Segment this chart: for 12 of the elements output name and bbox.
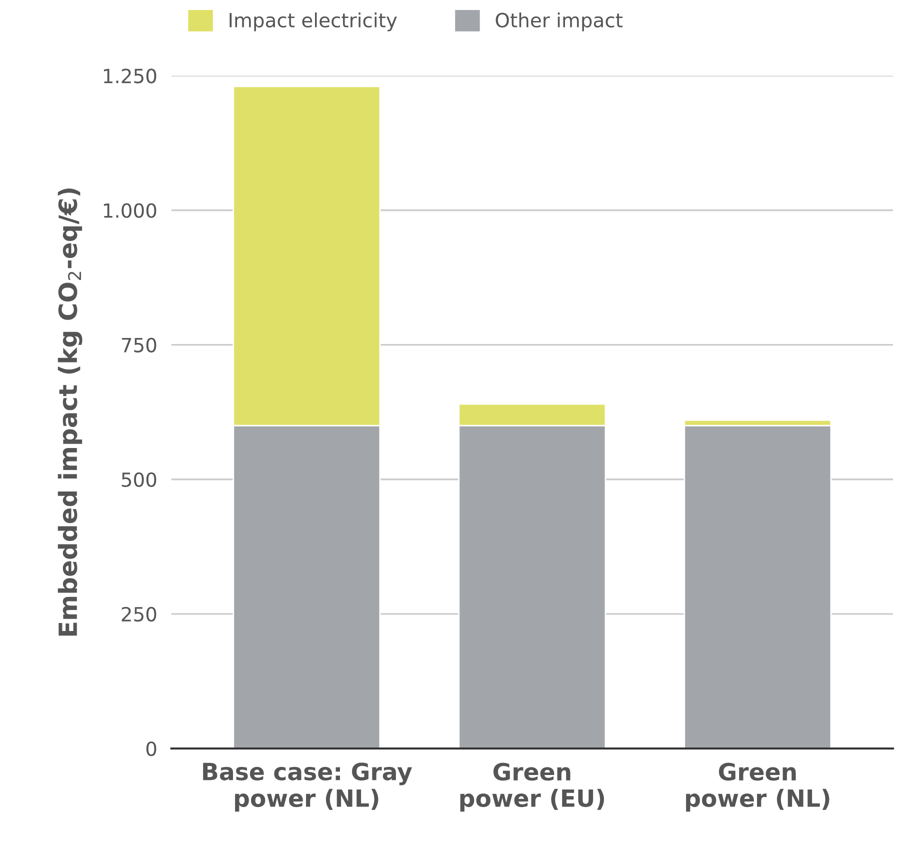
y-tick-label: 1.000 [104, 203, 156, 218]
y-tick-label: 250 [122, 606, 156, 622]
legend-label: Other impact [496, 12, 623, 32]
y-tick-label: 0 [146, 741, 156, 756]
y-tick-label: 750 [122, 338, 156, 352]
x-tick-label: Green power (EU) [460, 762, 604, 812]
x-tick-label: Green power (NL) [686, 762, 830, 812]
y-axis-title: Embedded impact (kg CO$_{2}$-eq/€) [58, 188, 82, 636]
y-tick-label: 1.250 [104, 68, 156, 84]
y-tick-label: 500 [122, 472, 156, 488]
x-tick-label: Base case: Gray power (NL) [203, 762, 412, 812]
legend-label: Impact electricity [230, 12, 397, 32]
